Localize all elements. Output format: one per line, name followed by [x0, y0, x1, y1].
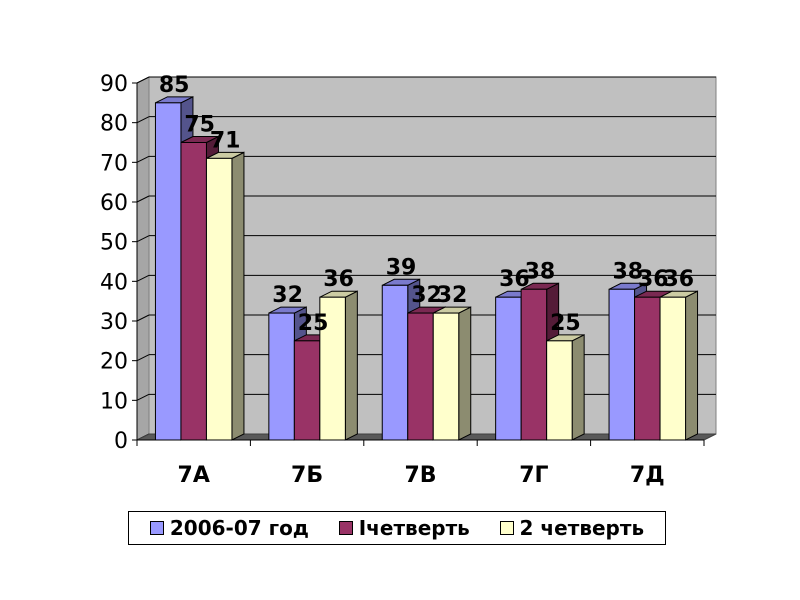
legend-item-series-1: 2006-07 год [149, 516, 309, 540]
bar [319, 290, 358, 441]
data-label: 32 [272, 283, 303, 308]
data-label: 71 [210, 128, 241, 153]
legend-swatch-series-1 [149, 521, 164, 535]
bar [659, 290, 699, 441]
gridline-diagonal [136, 393, 150, 401]
data-label: 36 [638, 267, 669, 292]
bar [546, 334, 585, 441]
legend: 2006-07 год Iчетверть 2 четверть [128, 511, 666, 545]
x-axis: 7А 7Б 7В 7Г 7Д [136, 439, 705, 488]
data-label: 38 [525, 259, 556, 284]
legend-item-series-3: 2 четверть [499, 516, 645, 540]
gridline-diagonal [136, 274, 150, 282]
data-label: 25 [298, 311, 329, 336]
legend-item-series-2: Iчетверть [338, 516, 470, 540]
y-tick-label: 20 [100, 350, 128, 375]
gridline-diagonal [136, 116, 150, 124]
bar [205, 151, 245, 441]
y-tick-label: 80 [100, 112, 128, 137]
data-label: 36 [663, 267, 694, 292]
y-tick-label: 40 [100, 270, 128, 295]
x-tick-label: 7А [178, 463, 210, 488]
y-tick-label: 30 [100, 310, 128, 335]
data-label: 85 [159, 73, 190, 98]
data-label: 75 [184, 113, 215, 138]
y-tick-label: 10 [100, 389, 128, 414]
bars [154, 96, 699, 441]
gridline-diagonal [136, 76, 150, 84]
bar [432, 306, 472, 441]
gridline-diagonal [136, 235, 150, 243]
y-tick-label: 50 [100, 231, 128, 256]
gridline-diagonal [136, 314, 150, 322]
data-label: 25 [550, 311, 581, 336]
gridline-diagonal [136, 155, 150, 163]
gridline-diagonal [136, 195, 150, 203]
data-label: 36 [499, 267, 530, 292]
x-tick-label: 7Д [630, 463, 665, 488]
data-label: 38 [612, 259, 643, 284]
x-tick-label: 7В [404, 463, 436, 488]
data-label: 36 [323, 267, 354, 292]
y-tick-label: 60 [100, 191, 128, 216]
y-tick-label: 90 [100, 72, 128, 97]
data-label: 32 [411, 283, 442, 308]
y-axis: 0 10 20 30 40 50 60 70 80 90 [100, 72, 138, 454]
y-tick-label: 70 [100, 151, 128, 176]
x-tick-label: 7Г [519, 463, 548, 488]
y-tick-label: 0 [114, 429, 128, 454]
side-wall [136, 76, 150, 441]
legend-label-series-3: 2 четверть [519, 516, 645, 540]
x-tick-label: 7Б [291, 463, 323, 488]
data-label: 32 [437, 283, 468, 308]
gridline-diagonal [136, 354, 150, 362]
legend-label-series-2: Iчетверть [358, 516, 470, 540]
legend-swatch-series-3 [499, 521, 514, 535]
data-label: 39 [386, 255, 417, 280]
legend-swatch-series-2 [338, 521, 353, 535]
legend-label-series-1: 2006-07 год [169, 516, 309, 540]
